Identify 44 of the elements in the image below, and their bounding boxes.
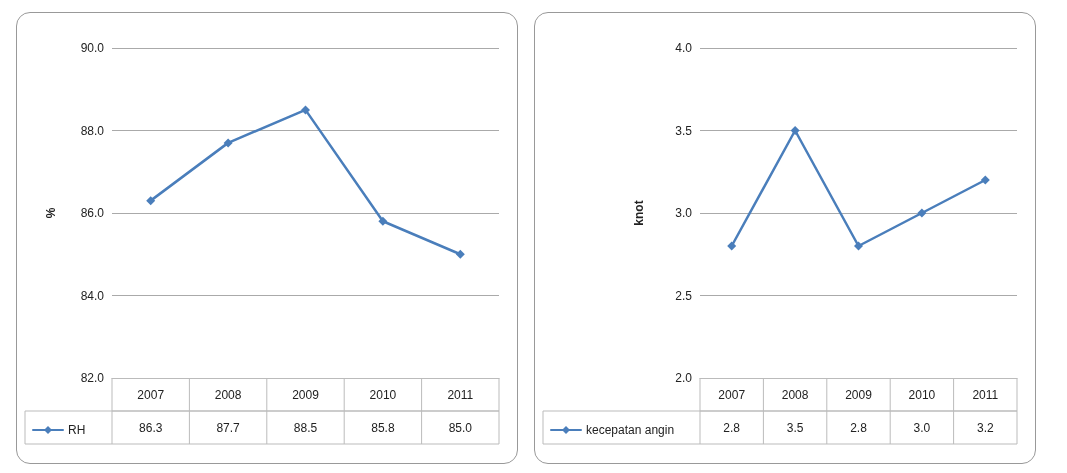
point <box>223 138 233 148</box>
point <box>727 241 737 251</box>
data-label: 88.5 <box>293 420 318 435</box>
point <box>917 208 927 218</box>
point <box>854 241 863 251</box>
y-tick-label: 2.0 <box>675 371 693 385</box>
y-tick-label: 3.0 <box>675 206 693 220</box>
data-label: 85.8 <box>371 420 395 435</box>
point <box>378 216 388 226</box>
point <box>301 105 310 115</box>
data-label: 2.8 <box>723 420 741 435</box>
data-label: 85.0 <box>448 420 473 435</box>
x-tick-label: 2008 <box>214 388 242 402</box>
x-tick-label: 2011 <box>972 388 999 402</box>
data-label: 3.5 <box>786 420 804 435</box>
y-tick-label: 88.0 <box>80 123 105 138</box>
y-tick-label: 4.0 <box>675 41 693 55</box>
x-tick-label: 2008 <box>781 388 809 402</box>
y-tick-label: 90.0 <box>80 41 105 55</box>
data-label: 86.3 <box>139 420 163 435</box>
data-label: 3.0 <box>913 420 931 435</box>
x-tick-label: 2007 <box>137 388 165 402</box>
y-tick-label: 2.5 <box>675 288 693 303</box>
x-tick-label: 2011 <box>447 388 474 402</box>
y-tick-label: 82.0 <box>80 371 105 385</box>
legend-label: RH <box>68 423 86 437</box>
y-axis-title: % <box>44 207 58 219</box>
point <box>980 175 990 185</box>
x-tick-label: 2009 <box>292 388 320 402</box>
data-label: 2.8 <box>850 420 868 435</box>
x-tick-label: 2009 <box>845 388 873 402</box>
x-tick-label: 2010 <box>908 388 936 402</box>
data-label: 3.2 <box>976 420 994 435</box>
data-label: 87.7 <box>216 420 241 435</box>
x-tick-label: 2007 <box>718 388 746 402</box>
point <box>455 249 465 259</box>
y-tick-label: 84.0 <box>80 288 105 303</box>
y-axis-title: knot <box>632 200 646 226</box>
x-tick-label: 2010 <box>369 388 397 402</box>
point <box>790 126 800 135</box>
y-tick-label: 3.5 <box>675 123 693 138</box>
legend-label: kecepatan angin <box>586 423 675 437</box>
point <box>146 196 156 206</box>
y-tick-label: 86.0 <box>80 206 105 220</box>
